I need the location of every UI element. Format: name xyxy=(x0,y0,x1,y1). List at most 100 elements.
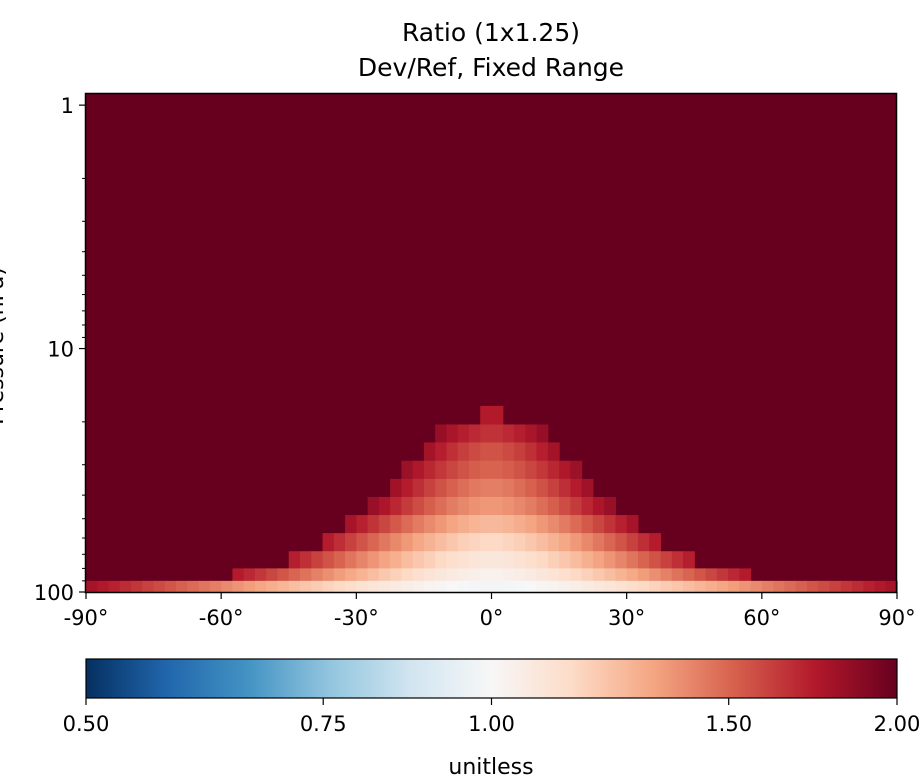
heatmap-cell xyxy=(356,533,369,552)
heatmap-cell xyxy=(288,568,301,582)
heatmap-cell xyxy=(773,580,785,593)
colorbar-label: unitless xyxy=(448,755,533,779)
heatmap-cell xyxy=(660,551,673,570)
heatmap-cell xyxy=(378,568,391,582)
heatmap-cell xyxy=(468,496,481,516)
heatmap-cell xyxy=(457,496,470,516)
heatmap-cell xyxy=(547,533,560,552)
heatmap-cell xyxy=(176,580,188,593)
heatmap-cell xyxy=(491,568,504,582)
heatmap-cell xyxy=(356,568,369,582)
heatmap-cell xyxy=(682,551,695,570)
heatmap-cell xyxy=(514,551,526,570)
heatmap-cell xyxy=(716,580,729,593)
heatmap-cell xyxy=(536,460,549,480)
heatmap-cell xyxy=(333,568,346,582)
heatmap-cell xyxy=(570,496,583,516)
heatmap-cell xyxy=(874,580,887,593)
heatmap-cell xyxy=(311,580,324,593)
heatmap-cell xyxy=(818,580,831,593)
heatmap-cell xyxy=(491,442,504,462)
heatmap-cell xyxy=(480,515,493,534)
heatmap-cell xyxy=(615,551,628,570)
heatmap-cell xyxy=(423,568,436,582)
heatmap-cell xyxy=(468,478,481,498)
heatmap-cell xyxy=(131,580,143,593)
heatmap-cell xyxy=(457,533,470,552)
heatmap-cell xyxy=(288,580,301,593)
heatmap-cell xyxy=(716,568,729,582)
heatmap-cell xyxy=(300,551,312,570)
heatmap-cell xyxy=(457,580,470,593)
x-tick-label: 30° xyxy=(608,606,645,630)
colorbar-tick-label: 1.50 xyxy=(705,712,752,736)
heatmap-cell xyxy=(660,568,673,582)
heatmap-cell xyxy=(468,460,481,480)
heatmap-cell xyxy=(435,460,448,480)
heatmap-cell xyxy=(660,580,673,593)
heatmap-cell xyxy=(412,533,425,552)
heatmap-cell xyxy=(491,533,504,552)
heatmap-cell xyxy=(232,568,245,582)
heatmap-cell xyxy=(142,580,155,593)
heatmap-cell xyxy=(491,551,504,570)
heatmap-cell xyxy=(694,568,707,582)
heatmap-cell xyxy=(266,580,279,593)
heatmap-cell xyxy=(423,478,436,498)
heatmap-cell xyxy=(468,515,481,534)
heatmap-cell xyxy=(367,533,380,552)
heatmap-cell xyxy=(604,515,617,534)
heatmap-cell xyxy=(446,568,459,582)
heatmap-cell xyxy=(840,580,853,593)
heatmap-cell xyxy=(514,478,526,498)
heatmap-cell xyxy=(119,580,132,593)
y-axis-label: Pressure (hPa) xyxy=(0,267,9,425)
heatmap-cell xyxy=(446,515,459,534)
heatmap-cell xyxy=(435,568,448,582)
heatmap-cell xyxy=(468,580,481,593)
heatmap-cell xyxy=(457,424,470,444)
heatmap-cell xyxy=(322,533,335,552)
heatmap-cell xyxy=(97,580,110,593)
x-tick-label: -30° xyxy=(334,606,379,630)
heatmap-cell xyxy=(468,442,481,462)
heatmap-cell xyxy=(412,460,425,480)
heatmap-cell xyxy=(739,568,752,582)
heatmap-cell xyxy=(502,424,515,444)
heatmap-cell xyxy=(390,478,402,498)
heatmap-cell xyxy=(491,478,504,498)
heatmap-cell xyxy=(581,568,594,582)
heatmap-cell xyxy=(514,580,526,593)
heatmap-cell xyxy=(345,568,357,582)
colorbar-tick-label: 0.75 xyxy=(300,712,347,736)
heatmap-cell xyxy=(514,533,526,552)
heatmap-cell xyxy=(266,568,279,582)
heatmap-cell xyxy=(581,496,594,516)
heatmap-cell xyxy=(626,568,639,582)
heatmap-cell xyxy=(401,460,414,480)
heatmap-cell xyxy=(300,568,312,582)
heatmap-cell xyxy=(514,460,526,480)
heatmap-cell xyxy=(333,551,346,570)
heatmap-cell xyxy=(615,533,628,552)
heatmap-cell xyxy=(581,478,594,498)
heatmap-cell xyxy=(592,580,605,593)
heatmap-cell xyxy=(164,580,177,593)
heatmap-cell xyxy=(480,533,493,552)
heatmap-cell xyxy=(514,442,526,462)
heatmap-cell xyxy=(367,580,380,593)
heatmap-cell xyxy=(153,580,166,593)
x-tick-label: 60° xyxy=(743,606,780,630)
heatmap-cell xyxy=(345,515,357,534)
heatmap-cell xyxy=(525,496,538,516)
heatmap-cell xyxy=(784,580,797,593)
colorbar xyxy=(85,658,898,699)
heatmap-cell xyxy=(547,551,560,570)
heatmap-cell xyxy=(502,442,515,462)
x-tick-label: -60° xyxy=(199,606,244,630)
heatmap-cell xyxy=(615,515,628,534)
heatmap-cell xyxy=(378,551,391,570)
heatmap-cell xyxy=(491,496,504,516)
colorbar-tick-label: 2.00 xyxy=(874,712,921,736)
heatmap-cell xyxy=(626,515,639,534)
